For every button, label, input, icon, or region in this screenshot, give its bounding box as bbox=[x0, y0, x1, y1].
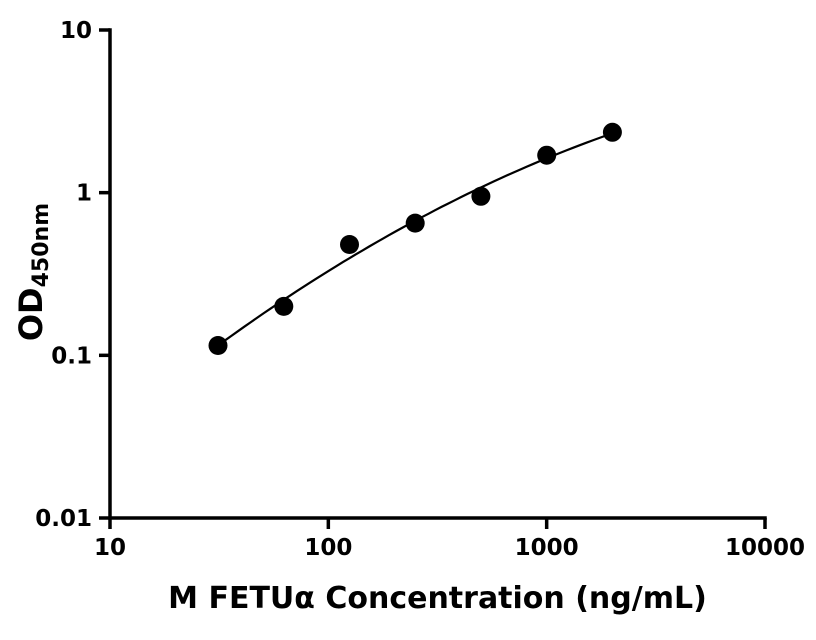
x-tick-label: 1000 bbox=[515, 535, 579, 561]
y-axis-title-subscript: 450nm bbox=[29, 202, 54, 288]
y-tick-label: 0.01 bbox=[35, 506, 92, 532]
fit-curve bbox=[217, 132, 613, 347]
y-tick-label: 1 bbox=[76, 181, 92, 207]
axis-spines bbox=[108, 28, 767, 520]
y-axis-title: OD450nm bbox=[12, 203, 54, 341]
x-axis-title: M FETUα Concentration (ng/mL) bbox=[168, 581, 707, 616]
y-axis-title-main: OD bbox=[12, 287, 50, 342]
data-point bbox=[405, 213, 425, 233]
x-tick-label: 10 bbox=[94, 535, 126, 561]
data-point bbox=[471, 186, 491, 206]
x-tick-label: 100 bbox=[304, 535, 352, 561]
data-point bbox=[602, 122, 622, 142]
data-point bbox=[208, 336, 228, 355]
y-tick-label: 0.1 bbox=[51, 343, 92, 369]
data-point bbox=[340, 235, 359, 254]
y-tick-label: 10 bbox=[60, 18, 92, 44]
data-point bbox=[537, 145, 557, 165]
data-point bbox=[274, 296, 294, 316]
x-tick-label: 10000 bbox=[725, 535, 805, 561]
